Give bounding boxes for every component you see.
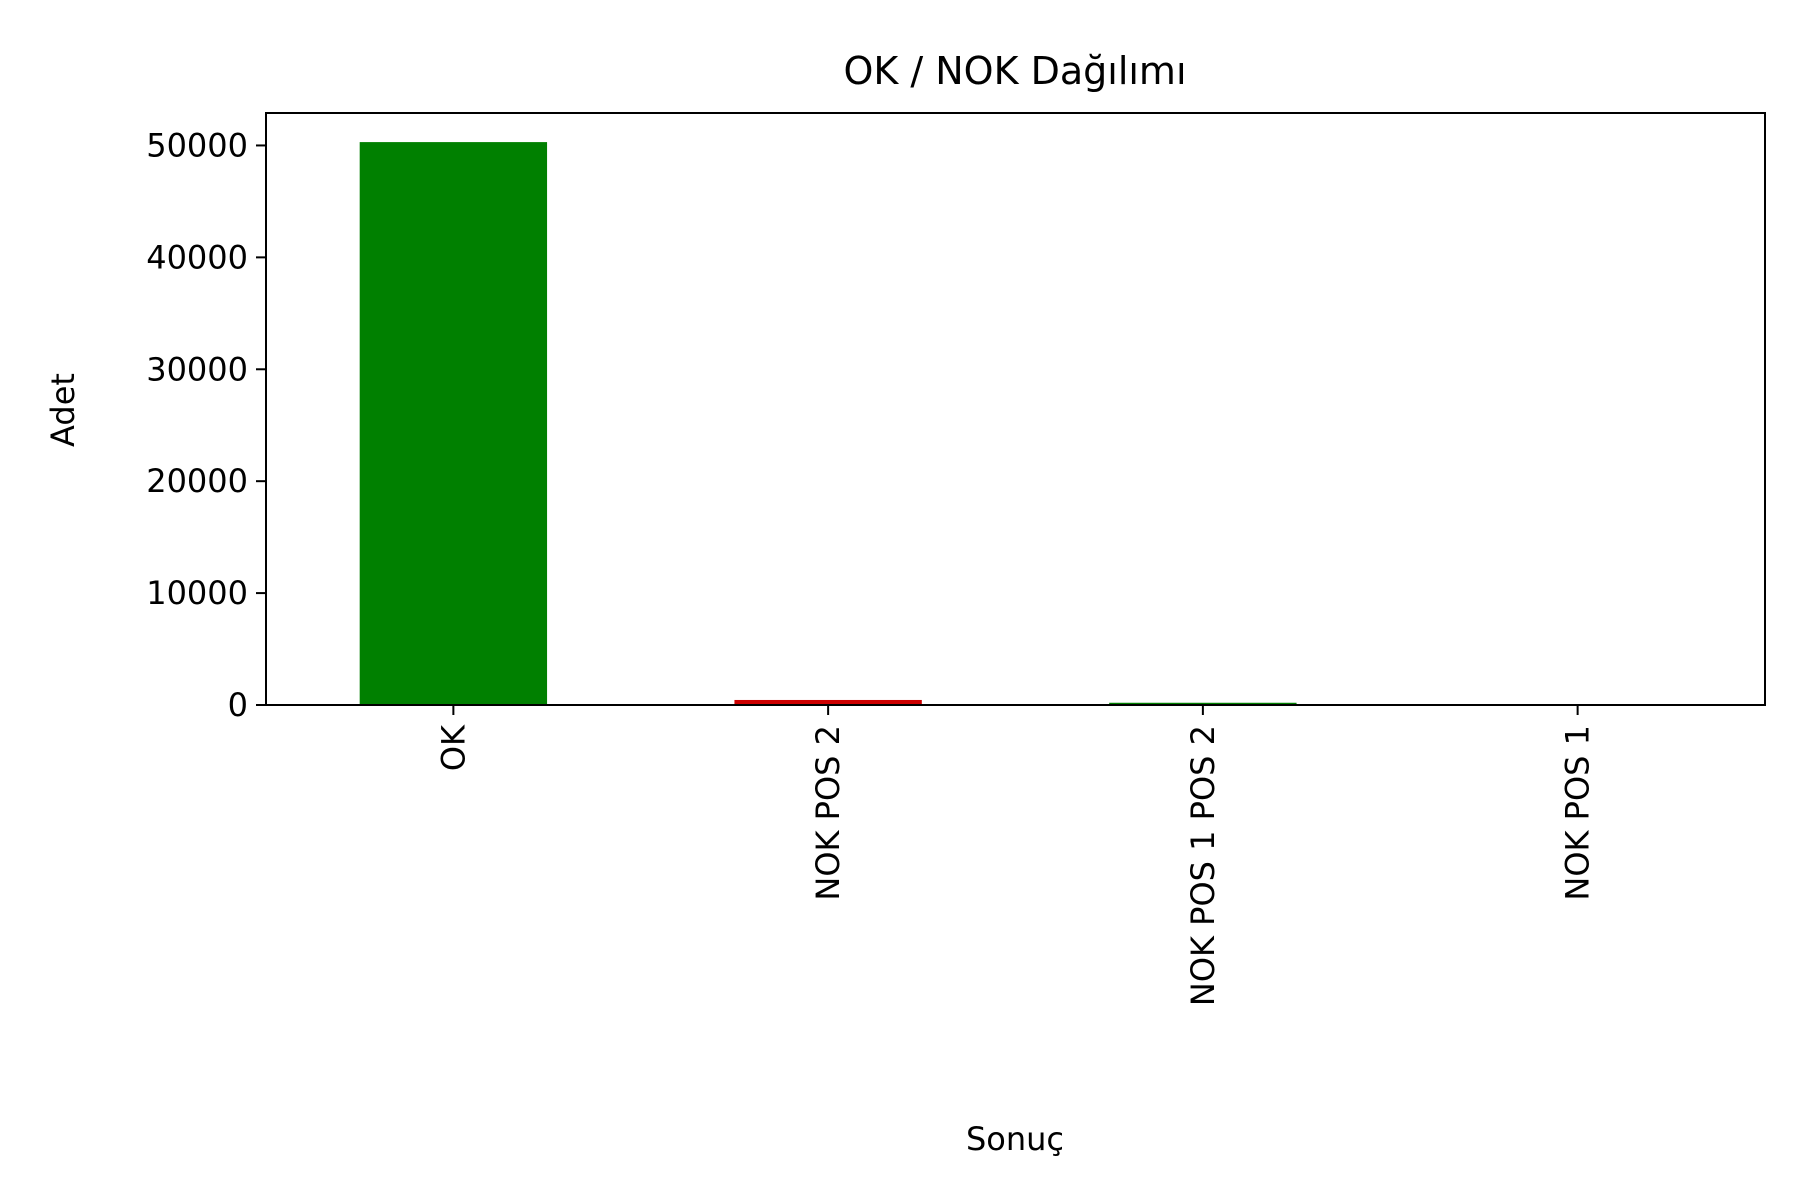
x-tick-label-0: OK bbox=[434, 724, 472, 771]
bar-2 bbox=[1109, 702, 1297, 705]
plot-frame bbox=[265, 112, 1766, 706]
x-tick-label-2: NOK POS 1 POS 2 bbox=[1184, 725, 1222, 1006]
y-tick-label-5: 50000 bbox=[146, 126, 248, 164]
y-tick-label-1: 10000 bbox=[146, 574, 248, 612]
y-tick-label-0: 0 bbox=[228, 686, 248, 724]
x-tick-label-3: NOK POS 1 bbox=[1559, 725, 1597, 901]
chart-title: OK / NOK Dağılımı bbox=[843, 49, 1186, 93]
x-axis: OK NOK POS 2 NOK POS 1 POS 2 NOK POS 1 bbox=[434, 705, 1597, 1006]
y-axis-label: Adet bbox=[44, 373, 82, 447]
bar-0 bbox=[359, 142, 548, 705]
y-axis: 0 10000 20000 30000 40000 50000 bbox=[146, 126, 266, 724]
x-tick-label-1: NOK POS 2 bbox=[809, 725, 847, 901]
bars-group bbox=[359, 142, 1672, 705]
y-tick-label-3: 30000 bbox=[146, 350, 248, 388]
bar-1 bbox=[734, 699, 922, 705]
x-axis-label: Sonuç bbox=[966, 1120, 1064, 1158]
y-tick-label-4: 40000 bbox=[146, 238, 248, 276]
y-tick-label-2: 20000 bbox=[146, 462, 248, 500]
